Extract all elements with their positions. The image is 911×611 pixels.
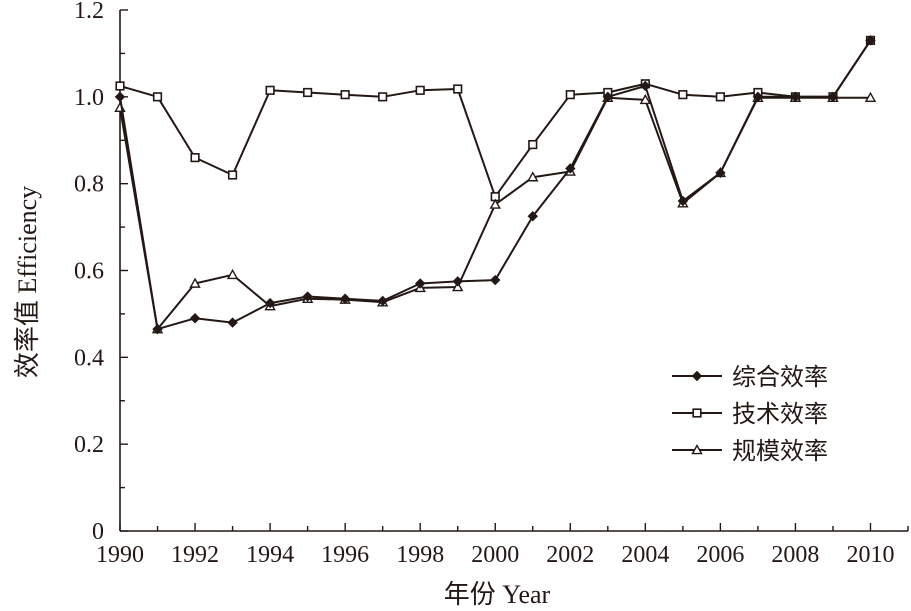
data-point	[865, 35, 876, 46]
data-point	[528, 139, 538, 150]
data-point	[414, 278, 426, 289]
data-point	[715, 167, 726, 179]
data-point	[565, 163, 576, 174]
x-tick-label: 1996	[321, 542, 369, 568]
legend-label: 综合效率	[732, 363, 828, 391]
data-point	[302, 291, 313, 302]
x-axis-title: 年份 Year	[444, 580, 551, 609]
data-point	[415, 85, 425, 95]
data-point	[602, 91, 614, 103]
y-tick-label: 1.0	[74, 85, 104, 111]
x-tick-label: 1992	[171, 542, 219, 568]
y-tick-label: 0.2	[74, 432, 104, 458]
x-tick-label: 1990	[96, 542, 144, 568]
legend-item: 规模效率	[672, 437, 828, 465]
data-point	[227, 317, 238, 328]
data-point	[452, 276, 463, 287]
y-tick-label: 1.2	[74, 0, 104, 24]
series-line	[119, 39, 872, 331]
data-point	[303, 87, 313, 98]
data-point	[490, 274, 501, 286]
series-layer	[114, 35, 877, 335]
y-tick-label: 0	[92, 519, 104, 545]
legend-label: 规模效率	[732, 437, 828, 465]
data-point	[752, 91, 764, 103]
x-tick-label: 1994	[246, 542, 294, 568]
x-tick-label: 2008	[771, 542, 819, 568]
y-axis-title: 效率值 Efficiency	[13, 186, 42, 378]
data-point	[678, 90, 688, 100]
data-point	[527, 171, 539, 182]
data-point	[152, 323, 163, 335]
x-tick-label: 1998	[396, 542, 444, 568]
data-point	[790, 91, 801, 103]
x-tick-label: 2010	[846, 542, 894, 568]
legend-marker	[691, 444, 703, 455]
legend-item: 综合效率	[672, 363, 828, 391]
data-point	[227, 170, 238, 180]
data-point	[190, 153, 200, 163]
data-point	[264, 297, 276, 309]
data-point	[453, 84, 463, 94]
series-square	[115, 35, 876, 202]
data-point	[152, 92, 163, 102]
data-point	[114, 91, 126, 103]
series-line	[119, 96, 871, 331]
data-point	[226, 268, 239, 280]
data-point	[527, 211, 538, 222]
data-point	[339, 293, 351, 304]
data-point	[715, 92, 725, 102]
data-point	[340, 90, 350, 100]
series-triangle	[114, 91, 877, 334]
data-point	[640, 80, 651, 92]
data-point	[189, 277, 201, 288]
x-tick-label: 2006	[696, 542, 744, 568]
series-diamond	[114, 35, 876, 335]
x-tick-label: 2004	[621, 542, 669, 568]
x-axis-ticks: 1990 1992 1994 1996 1998 2000 2002 2004 2006 2008…	[96, 523, 909, 568]
data-point	[115, 81, 125, 91]
legend-item: 技术效率	[672, 400, 828, 428]
y-tick-label: 0.6	[74, 259, 104, 285]
legend-marker	[692, 408, 702, 418]
data-point	[864, 91, 877, 103]
data-point	[189, 313, 201, 324]
legend-marker	[691, 370, 703, 382]
legend-label: 技术效率	[732, 400, 828, 428]
y-tick-label: 0.8	[74, 172, 104, 198]
data-point	[265, 85, 275, 95]
x-tick-label: 2002	[546, 542, 594, 568]
y-tick-label: 0.4	[74, 345, 104, 371]
data-point	[377, 295, 388, 307]
y-axis-ticks: 0 0.2 0.4 0.6 0.8 1.0 1.2	[74, 0, 128, 545]
data-point	[565, 90, 575, 100]
data-point	[639, 93, 652, 105]
data-point	[489, 198, 501, 209]
data-point	[677, 195, 689, 207]
data-point	[827, 91, 839, 103]
data-point	[378, 92, 388, 102]
x-tick-label: 2000	[471, 542, 519, 568]
